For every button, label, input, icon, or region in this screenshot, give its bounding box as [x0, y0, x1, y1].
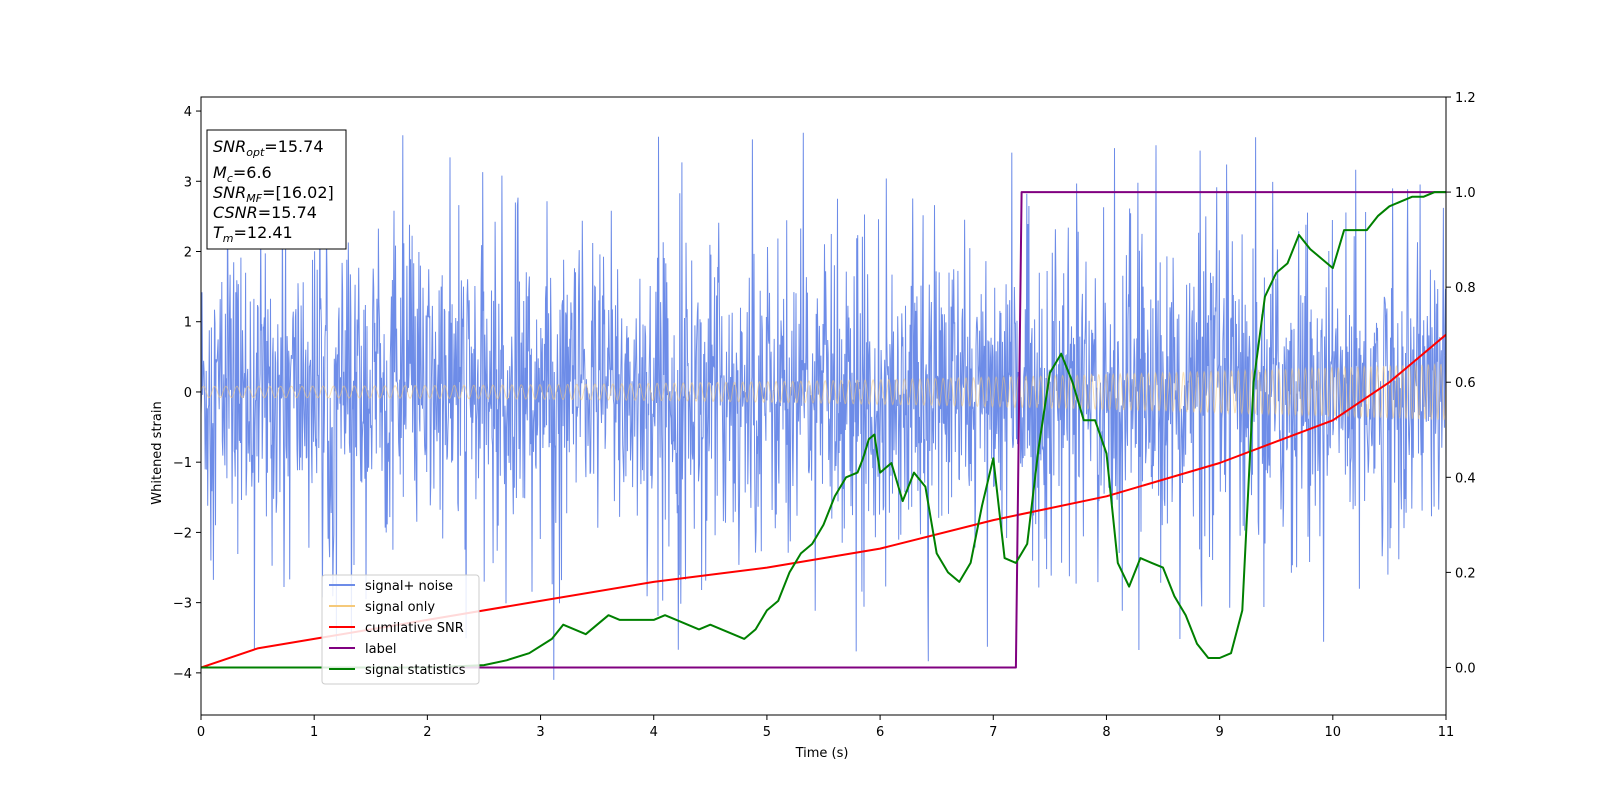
legend-frame: [321, 574, 480, 685]
info-symbol: T: [213, 223, 224, 242]
x-tick-label: 3: [536, 725, 544, 740]
y-left-tick-label: 0: [184, 386, 192, 401]
info-symbol: SNR: [213, 137, 246, 156]
legend-label: signal only: [365, 600, 435, 615]
info-line: CSNR=15.74: [213, 203, 317, 222]
x-axis: 0 1 2 3 4 5 6 7 8 9 10 11: [197, 715, 1454, 740]
x-tick-label: 9: [1215, 725, 1223, 740]
info-symbol: CSNR: [213, 203, 258, 222]
y-axis-label: Whitened strain: [150, 401, 165, 504]
info-subscript: opt: [246, 146, 265, 159]
y-left-tick-label: 3: [184, 175, 192, 190]
legend-label: label: [365, 642, 396, 657]
y-left-tick-label: 2: [184, 246, 192, 261]
x-tick-label: 8: [1102, 725, 1110, 740]
info-subscript: MF: [246, 192, 262, 205]
info-line: SNRMF=[16.02]: [213, 183, 334, 205]
y-right-tick-label: 0.2: [1455, 566, 1476, 581]
x-tick-label: 5: [763, 725, 771, 740]
y-right-axis: 0.0 0.2 0.4 0.6 0.8 1.0 1.2: [1446, 91, 1476, 676]
info-value: =6.6: [233, 163, 272, 182]
y-right-tick-label: 0.0: [1455, 661, 1476, 676]
series-signal-noise: [201, 132, 1446, 680]
info-line: SNRopt=15.74: [213, 137, 324, 159]
info-box: SNRopt=15.74Mc=6.6SNRMF=[16.02]CSNR=15.7…: [206, 129, 347, 250]
info-symbol: SNR: [213, 183, 246, 202]
y-left-tick-label: 4: [184, 105, 192, 120]
legend-label: cumilative SNR: [365, 621, 464, 636]
y-right-tick-label: 0.8: [1455, 281, 1476, 296]
info-value: =15.74: [258, 203, 317, 222]
info-value: =12.41: [234, 223, 293, 242]
x-tick-label: 6: [876, 725, 884, 740]
y-left-tick-label: −1: [173, 456, 192, 471]
y-right-tick-label: 0.6: [1455, 376, 1476, 391]
y-left-tick-label: −4: [173, 667, 192, 682]
x-tick-label: 7: [989, 725, 997, 740]
x-tick-label: 10: [1325, 725, 1342, 740]
info-box-frame: [206, 129, 347, 250]
info-subscript: m: [223, 232, 234, 245]
y-right-tick-label: 0.4: [1455, 471, 1476, 486]
y-left-tick-label: −2: [173, 526, 192, 541]
info-line: Tm=12.41: [213, 223, 293, 245]
plot-frame: [200, 96, 1447, 716]
x-tick-label: 0: [197, 725, 205, 740]
y-right-tick-label: 1.2: [1455, 91, 1476, 106]
x-tick-label: 2: [423, 725, 431, 740]
y-left-tick-label: 1: [184, 316, 192, 331]
y-right-tick-label: 1.0: [1455, 186, 1476, 201]
info-value: =15.74: [264, 137, 323, 156]
series-signal-statistics: [201, 191, 1446, 669]
info-subscript: c: [227, 172, 233, 185]
y-left-axis: −4 −3 −2 −1 0 1 2 3 4: [173, 105, 201, 682]
series-signal-only: [201, 362, 1446, 421]
y-left-tick-label: −3: [173, 597, 192, 612]
x-tick-label: 1: [310, 725, 318, 740]
x-axis-label: Time (s): [795, 746, 849, 761]
x-tick-label: 4: [650, 725, 658, 740]
series-label: [201, 191, 1446, 669]
info-line: Mc=6.6: [213, 163, 272, 185]
legend-label: signal statistics: [365, 663, 466, 678]
info-value: =[16.02]: [262, 183, 334, 202]
legend-label: signal+ noise: [365, 579, 453, 594]
info-symbol: M: [213, 163, 227, 182]
x-tick-label: 11: [1438, 725, 1455, 740]
legend: signal+ noise signal only cumilative SNR la…: [321, 574, 480, 685]
